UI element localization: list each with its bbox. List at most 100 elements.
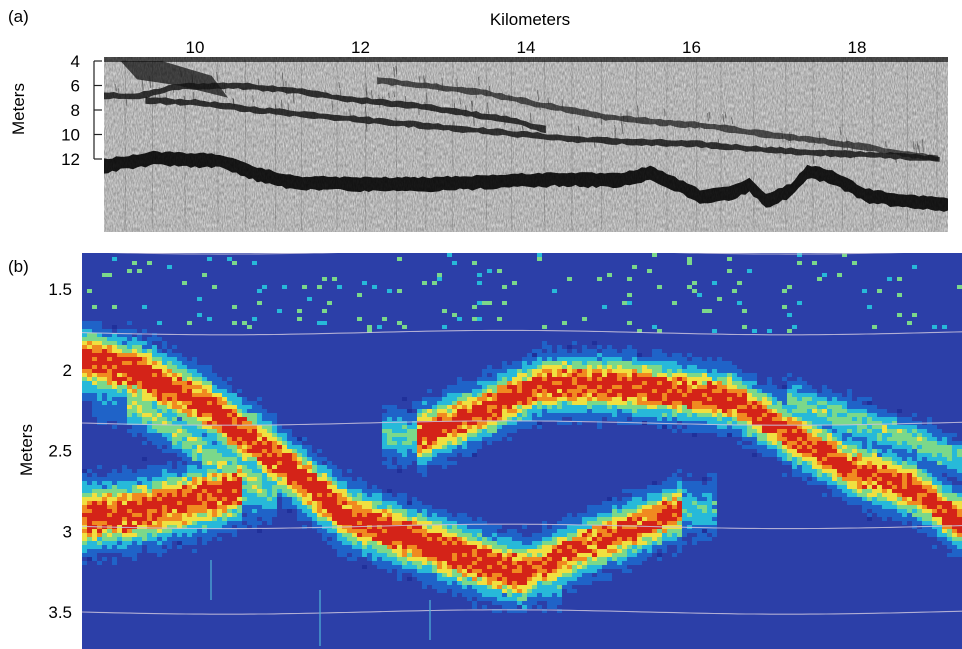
panel-b-cell xyxy=(187,417,192,421)
panel-b-cell xyxy=(882,477,887,481)
panel-b-cell xyxy=(862,421,867,425)
panel-b-cell xyxy=(772,385,777,389)
panel-b-cell xyxy=(147,505,152,509)
panel-b-cell xyxy=(737,417,742,421)
panel-b-cell xyxy=(417,409,422,413)
panel-b-cell xyxy=(277,429,282,433)
panel-b-cell xyxy=(532,373,537,377)
panel-b-cell xyxy=(672,393,677,397)
panel-b-cell xyxy=(922,441,927,445)
panel-b-cell xyxy=(142,517,147,521)
panel-b-cell xyxy=(672,473,677,477)
panel-b-cell xyxy=(347,493,352,497)
panel-b-cell xyxy=(827,441,832,445)
panel-b-cell xyxy=(192,493,197,497)
panel-b-cell xyxy=(82,325,87,329)
panel-b-cell xyxy=(632,349,637,353)
panel-b-cell xyxy=(167,397,172,401)
panel-b-cell xyxy=(842,253,847,257)
panel-b-cell xyxy=(137,405,142,409)
panel-b-cell xyxy=(202,497,207,501)
panel-b-cell xyxy=(712,493,717,497)
panel-b-cell xyxy=(807,401,812,405)
panel-b-cell xyxy=(117,421,122,425)
panel-b-cell xyxy=(767,329,772,333)
panel-b-cell xyxy=(422,453,427,457)
panel-b-cell xyxy=(132,529,137,533)
panel-b-cell xyxy=(427,401,432,405)
panel-b-cell xyxy=(622,389,627,393)
panel-b-cell xyxy=(822,425,827,429)
panel-b-cell xyxy=(297,469,302,473)
panel-b-cell xyxy=(342,501,347,505)
panel-b-cell xyxy=(427,417,432,421)
panel-b-cell xyxy=(347,517,352,521)
panel-b-cell xyxy=(727,397,732,401)
panel-b-cell xyxy=(807,413,812,417)
panel-b-cell xyxy=(762,405,767,409)
panel-b-cell xyxy=(782,457,787,461)
panel-b-cell xyxy=(617,397,622,401)
panel-b-cell xyxy=(177,437,182,441)
panel-b-cell xyxy=(567,401,572,405)
panel-b-cell xyxy=(187,497,192,501)
panel-b-cell xyxy=(227,465,232,469)
panel-b-cell xyxy=(272,413,277,417)
panel-b-cell xyxy=(182,501,187,505)
panel-b-cell xyxy=(812,437,817,441)
panel-b-cell xyxy=(147,509,152,513)
panel-b-cell xyxy=(187,461,192,465)
panel-b-cell xyxy=(767,425,772,429)
panel-b-cell xyxy=(147,361,152,365)
panel-b-cell xyxy=(427,461,432,465)
panel-b-cell xyxy=(672,429,677,433)
panel-b-cell xyxy=(492,417,497,421)
panel-b-cell xyxy=(82,469,87,473)
panel-b-cell xyxy=(92,401,97,405)
panel-b-cell xyxy=(432,429,437,433)
panel-b-cell xyxy=(757,401,762,405)
panel-b-cell xyxy=(217,393,222,397)
panel-b-cell xyxy=(847,465,852,469)
panel-b-cell xyxy=(707,485,712,489)
panel-b-cell xyxy=(417,445,422,449)
panel-b-cell xyxy=(232,493,237,497)
panel-b-cell xyxy=(102,513,107,517)
panel-b-cell xyxy=(362,493,367,497)
panel-b-cell xyxy=(142,369,147,373)
panel-b-cell xyxy=(372,513,377,517)
panel-b-cell xyxy=(222,433,227,437)
panel-b-cell xyxy=(97,413,102,417)
panel-b-cell xyxy=(282,453,287,457)
panel-b-cell xyxy=(272,465,277,469)
panel-b-cell xyxy=(477,405,482,409)
panel-b-cell xyxy=(202,437,207,441)
panel-b-cell xyxy=(182,413,187,417)
panel-b-cell xyxy=(82,357,87,361)
panel-b-cell xyxy=(867,505,872,509)
panel-b-cell xyxy=(627,301,632,305)
panel-b-cell xyxy=(712,393,717,397)
panel-b-cell xyxy=(237,473,242,477)
panel-b-cell xyxy=(622,365,627,369)
panel-b-cell xyxy=(252,481,257,485)
panel-b-cell xyxy=(897,513,902,517)
panel-b-cell xyxy=(472,401,477,405)
panel-b-cell xyxy=(627,521,632,525)
panel-b-cell xyxy=(487,365,492,369)
panel-b-cell xyxy=(937,525,942,529)
panel-b-cell xyxy=(547,361,552,365)
panel-b-cell xyxy=(657,365,662,369)
panel-b-cell xyxy=(802,441,807,445)
panel-b-cell xyxy=(752,401,757,405)
panel-b-cell xyxy=(92,357,97,361)
panel-b-cell xyxy=(907,445,912,449)
panel-b-cell xyxy=(387,465,392,469)
panel-b-cell xyxy=(222,493,227,497)
panel-b-cell xyxy=(202,473,207,477)
panel-b-cell xyxy=(312,501,317,505)
panel-b-cell xyxy=(507,401,512,405)
panel-b-cell xyxy=(197,389,202,393)
panel-b-cell xyxy=(192,421,197,425)
panel-b-cell xyxy=(297,477,302,481)
